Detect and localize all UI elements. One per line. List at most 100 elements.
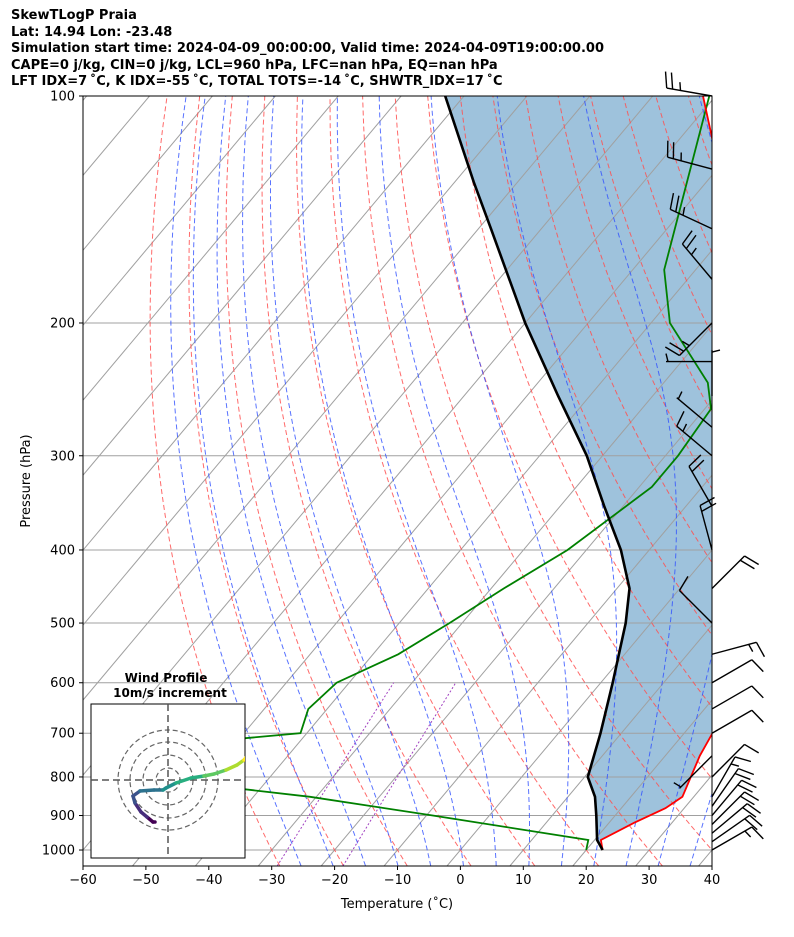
x-tick-label: −20 bbox=[321, 873, 348, 888]
stability-indices: CAPE=0 j/kg, CIN=0 j/kg, LCL=960 hPa, LF… bbox=[11, 57, 498, 73]
thermo-indices: LFT IDX=7 ˚C, K IDX=-55 ˚C, TOTAL TOTS=-… bbox=[11, 74, 503, 89]
wind-barb bbox=[711, 779, 757, 816]
barb-staff bbox=[711, 743, 746, 778]
cape-shading bbox=[445, 96, 712, 850]
isotherm bbox=[83, 96, 591, 701]
barb-half-flag bbox=[711, 349, 721, 353]
y-tick-label: 300 bbox=[50, 449, 75, 464]
x-tick-label: −50 bbox=[132, 873, 159, 888]
barb-flag bbox=[734, 772, 751, 781]
barb-staff bbox=[681, 243, 713, 280]
y-tick-label: 600 bbox=[50, 676, 75, 691]
barb-staff bbox=[678, 755, 713, 789]
temperature-line bbox=[599, 96, 712, 851]
isotherm bbox=[509, 624, 712, 866]
mixing-ratio-line bbox=[342, 682, 457, 866]
wind-barb bbox=[681, 230, 713, 280]
wind-barb bbox=[673, 755, 713, 789]
dry-adiabat bbox=[149, 96, 281, 866]
hodograph-segment bbox=[174, 776, 193, 785]
barb-flag bbox=[688, 454, 702, 467]
moist-adiabat bbox=[216, 96, 366, 866]
moist-adiabat bbox=[496, 96, 618, 866]
hodograph-segment bbox=[138, 788, 156, 793]
barb-staff bbox=[711, 826, 753, 851]
barb-flag bbox=[739, 795, 755, 806]
hodograph-segment bbox=[212, 768, 228, 776]
barb-half-flag bbox=[679, 82, 682, 91]
barb-flag bbox=[751, 659, 764, 673]
wind-barb bbox=[665, 353, 712, 363]
barb-flag bbox=[744, 791, 760, 802]
isotherm bbox=[83, 96, 213, 252]
simulation-time: Simulation start time: 2024-04-09_00:00:… bbox=[11, 41, 604, 56]
barb-flag bbox=[749, 814, 763, 827]
barb-staff bbox=[678, 590, 713, 624]
isotherm bbox=[83, 96, 465, 551]
wind-barb bbox=[711, 659, 764, 684]
wind-barb bbox=[711, 743, 760, 778]
isotherm bbox=[257, 324, 712, 866]
isotherm bbox=[320, 399, 712, 866]
dry-adiabat bbox=[225, 96, 408, 866]
wind-barb bbox=[669, 193, 713, 230]
hodograph-segment bbox=[133, 801, 143, 814]
station-location: Lat: 14.94 Lon: -23.48 bbox=[11, 24, 173, 40]
barb-half-flag bbox=[677, 391, 683, 400]
y-tick-label: 1000 bbox=[42, 844, 75, 859]
x-tick-label: 10 bbox=[515, 873, 532, 888]
barb-flag bbox=[670, 72, 674, 90]
barb-flag bbox=[676, 411, 685, 427]
moist-adiabat bbox=[336, 96, 497, 866]
barb-staff bbox=[711, 803, 748, 834]
y-tick-label: 900 bbox=[50, 809, 75, 824]
moist-adiabat bbox=[378, 96, 530, 866]
wind-barb bbox=[711, 767, 755, 807]
barb-flag bbox=[751, 709, 764, 723]
wind-barb bbox=[666, 140, 713, 170]
barb-flag bbox=[681, 230, 693, 245]
barb-flag bbox=[751, 685, 764, 699]
y-axis-label: Pressure (hPa) bbox=[19, 434, 34, 527]
barb-half-flag bbox=[673, 782, 682, 788]
barb-staff bbox=[688, 466, 713, 507]
barb-staff bbox=[711, 685, 753, 710]
barb-flag bbox=[664, 71, 668, 89]
barb-flag bbox=[744, 555, 760, 566]
barb-flag bbox=[675, 195, 680, 213]
x-tick-label: −10 bbox=[384, 873, 411, 888]
y-tick-label: 400 bbox=[50, 543, 75, 558]
barb-flag bbox=[664, 346, 680, 357]
x-tick-label: 40 bbox=[704, 873, 721, 888]
moist-adiabat bbox=[192, 96, 334, 866]
barb-half-flag bbox=[748, 644, 754, 652]
hodograph-segment bbox=[164, 781, 178, 790]
barb-half-flag bbox=[682, 423, 688, 432]
barb-staff bbox=[711, 659, 753, 684]
barb-flag bbox=[738, 767, 755, 776]
barb-flag bbox=[669, 193, 675, 210]
barb-flag bbox=[746, 803, 761, 814]
x-tick-label: 0 bbox=[456, 873, 464, 888]
x-tick-label: 20 bbox=[578, 873, 595, 888]
dry-adiabat bbox=[188, 96, 344, 866]
barb-staff bbox=[678, 322, 713, 357]
barb-staff bbox=[667, 156, 713, 170]
barb-flag bbox=[744, 743, 760, 754]
y-tick-label: 800 bbox=[50, 770, 75, 785]
wind-barb bbox=[711, 756, 752, 798]
isotherm bbox=[698, 849, 712, 866]
wind-barb bbox=[711, 791, 760, 825]
wind-barb bbox=[676, 391, 713, 428]
barb-staff bbox=[711, 814, 751, 843]
hodograph-segment bbox=[224, 763, 239, 772]
isotherm bbox=[83, 96, 339, 401]
wind-barb bbox=[711, 803, 761, 834]
dry-adiabat bbox=[329, 96, 600, 866]
barb-flag bbox=[751, 826, 764, 840]
wind-barb bbox=[711, 555, 760, 590]
barb-staff bbox=[670, 208, 713, 230]
barb-flag bbox=[741, 779, 757, 789]
barb-staff bbox=[711, 768, 739, 807]
wind-barb bbox=[711, 641, 766, 658]
